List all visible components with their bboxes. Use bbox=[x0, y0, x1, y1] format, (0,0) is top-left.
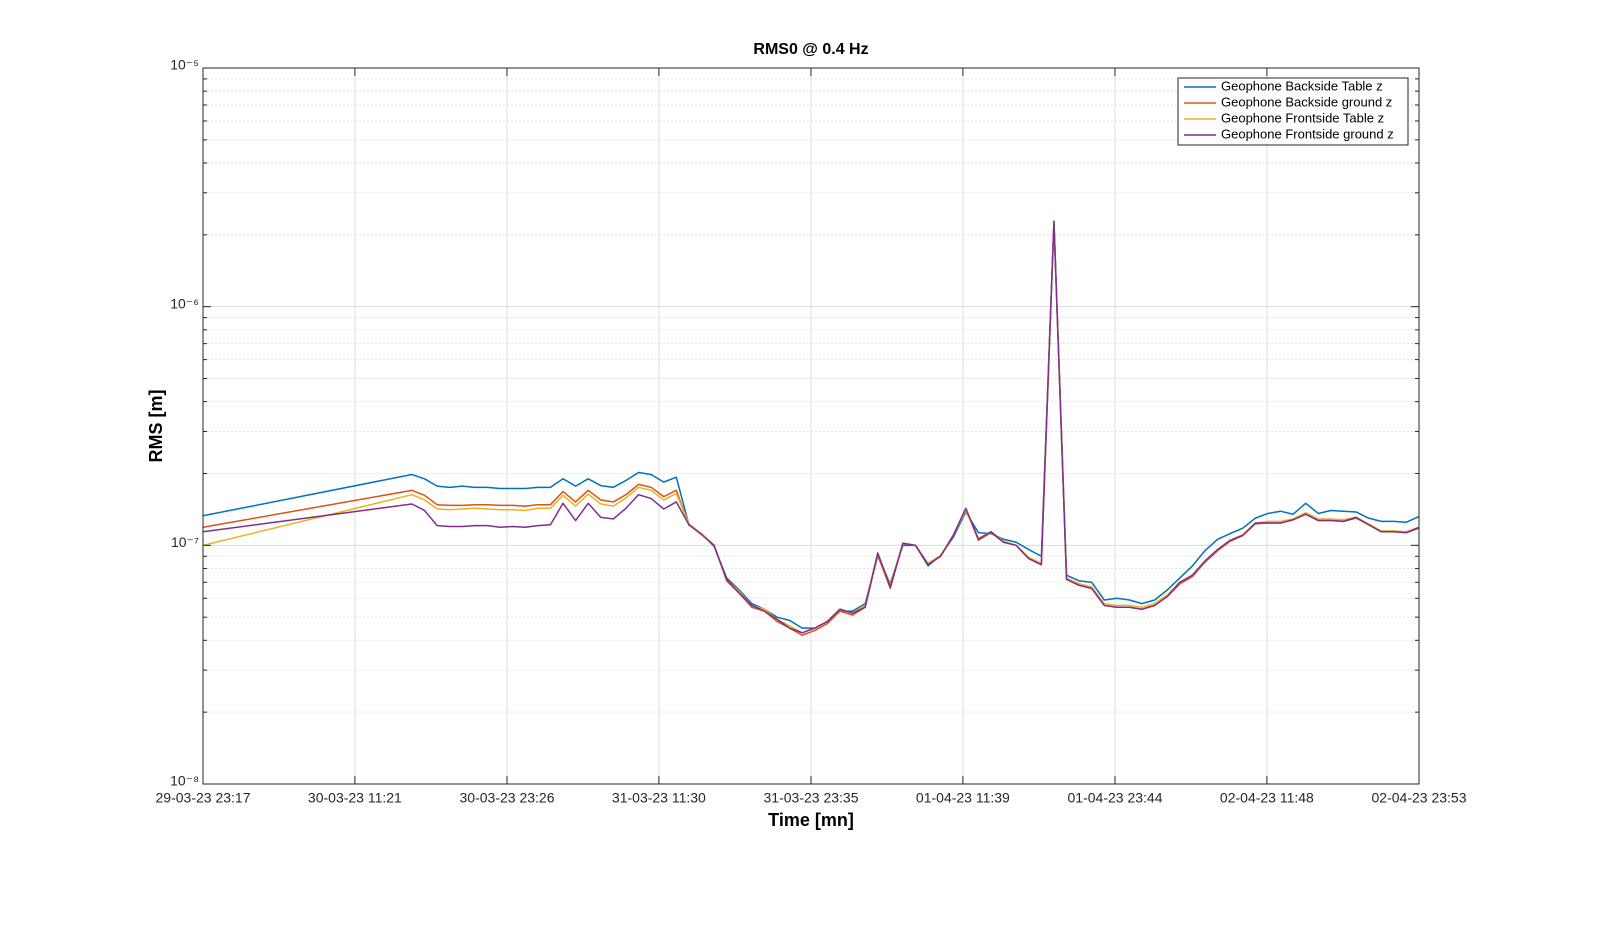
series-line bbox=[202, 220, 1420, 629]
x-tick-label: 30-03-23 23:26 bbox=[460, 790, 555, 806]
legend-label: Geophone Frontside Table z bbox=[1221, 110, 1384, 125]
legend-label: Geophone Backside Table z bbox=[1221, 78, 1383, 93]
y-tick-label: 10⁻⁷ bbox=[171, 534, 199, 550]
legend-box bbox=[1177, 77, 1409, 146]
axes-box bbox=[202, 67, 1420, 785]
y-tick-label: 10⁻⁶ bbox=[170, 295, 199, 311]
chart-title: RMS0 @ 0.4 Hz bbox=[753, 41, 868, 58]
x-tick-label: 02-04-23 11:48 bbox=[1220, 790, 1314, 806]
y-tick-label: 10⁻⁸ bbox=[170, 773, 199, 789]
x-tick-label: 30-03-23 11:21 bbox=[308, 790, 402, 806]
plot-area bbox=[202, 220, 1420, 636]
x-tick-label: 01-04-23 11:39 bbox=[916, 790, 1010, 806]
legend-label: Geophone Backside ground z bbox=[1221, 94, 1392, 109]
y-tick-label: 10⁻⁵ bbox=[170, 57, 199, 73]
x-tick-label: 31-03-23 23:35 bbox=[764, 790, 859, 806]
x-tick-label: 02-04-23 23:53 bbox=[1372, 790, 1467, 806]
y-axis-label: RMS [m] bbox=[146, 390, 166, 463]
legend-label: Geophone Frontside ground z bbox=[1221, 126, 1394, 141]
series-line bbox=[202, 220, 1420, 634]
axes: 10⁻⁸ 10⁻⁷ 10⁻⁶ 10⁻⁵ 29-03-23 23:17 30-03-23 1… bbox=[156, 57, 1467, 806]
x-tick-label: 31-03-23 11:30 bbox=[612, 790, 706, 806]
x-tick-label: 29-03-23 23:17 bbox=[156, 790, 251, 806]
x-tick-label: 01-04-23 23:44 bbox=[1068, 790, 1163, 806]
x-axis-label: Time [mn] bbox=[768, 810, 854, 830]
